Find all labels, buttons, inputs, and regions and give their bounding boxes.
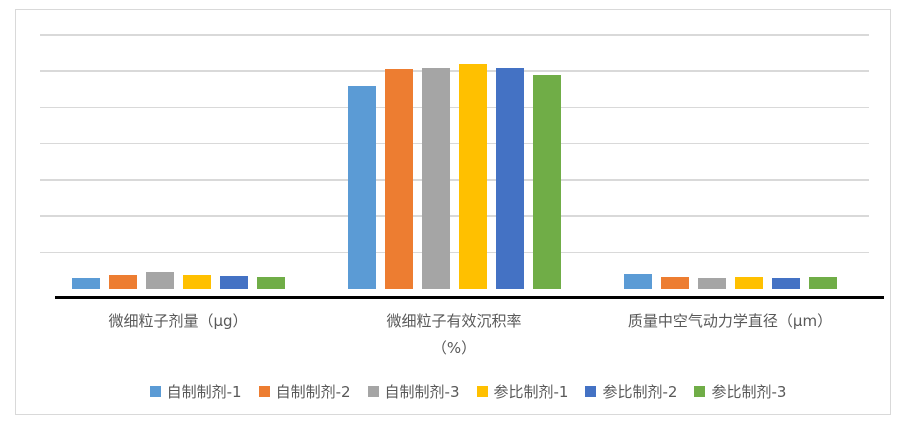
legend-swatch-icon: [694, 386, 706, 397]
gridline: [40, 70, 869, 72]
legend-swatch-icon: [585, 386, 597, 397]
legend-swatch-icon: [258, 386, 270, 397]
gridline: [40, 142, 869, 145]
legend-swatch-icon: [367, 386, 379, 397]
legend-label: 自制制剂-2: [275, 383, 351, 401]
legend-item-自制制剂-1: 自制制剂-1: [149, 381, 242, 402]
x-axis-line: [55, 296, 884, 299]
legend-item-自制制剂-3: 自制制剂-3: [367, 381, 460, 402]
bar-自制制剂-1-cat1: [71, 278, 100, 289]
legend: 自制制剂-1 自制制剂-2 自制制剂-3 参比制剂-1 参比制剂-2 参比制剂-3: [31, 381, 903, 402]
category-label: 微细粒子有效沉积率 （%）: [386, 312, 522, 357]
legend-label: 自制制剂-3: [384, 383, 460, 401]
bar-自制制剂-1-cat2: [347, 85, 376, 289]
gridline: [40, 215, 869, 217]
legend-item-参比制剂-3: 参比制剂-3: [694, 381, 786, 402]
bar-参比制剂-3-cat3: [808, 276, 837, 289]
gridline: [40, 106, 869, 109]
bar-参比制剂-2-cat2: [495, 67, 524, 289]
legend-label: 自制制剂-1: [166, 383, 242, 401]
bar-参比制剂-1-cat2: [458, 64, 487, 289]
bar-参比制剂-2-cat3: [771, 277, 800, 289]
legend-label: 参比制剂-1: [493, 383, 569, 401]
bar-自制制剂-2-cat1: [108, 274, 137, 289]
bar-参比制剂-3-cat1: [256, 277, 285, 289]
category-label: 微细粒子剂量（μg）: [108, 312, 248, 330]
bar-自制制剂-2-cat3: [660, 276, 689, 289]
legend-swatch-icon: [149, 386, 161, 397]
bar-自制制剂-3-cat1: [145, 272, 174, 289]
legend-swatch-icon: [476, 386, 488, 397]
bar-参比制剂-3-cat2: [532, 74, 561, 289]
bar-自制制剂-1-cat3: [623, 274, 652, 289]
gridline: [40, 34, 869, 36]
bar-自制制剂-2-cat2: [384, 69, 413, 289]
gridline: [40, 179, 869, 181]
legend-label: 参比制剂-3: [711, 383, 787, 401]
bar-参比制剂-2-cat1: [219, 275, 248, 289]
gridline: [40, 251, 869, 254]
chart-frame: 微细粒子剂量（μg） 微细粒子有效沉积率 （%） 质量中空气动力学直径（μm） 自制制…: [15, 9, 891, 415]
legend-item-参比制剂-1: 参比制剂-1: [476, 381, 569, 402]
category-label: 质量中空气动力学直径（μm）: [627, 312, 833, 330]
bar-参比制剂-1-cat3: [734, 276, 763, 289]
legend-item-自制制剂-2: 自制制剂-2: [258, 381, 351, 402]
bar-自制制剂-3-cat3: [697, 277, 726, 289]
bar-自制制剂-3-cat2: [421, 67, 450, 289]
legend-label: 参比制剂-2: [602, 383, 678, 401]
legend-item-参比制剂-2: 参比制剂-2: [585, 381, 677, 402]
bar-参比制剂-1-cat1: [182, 274, 211, 289]
